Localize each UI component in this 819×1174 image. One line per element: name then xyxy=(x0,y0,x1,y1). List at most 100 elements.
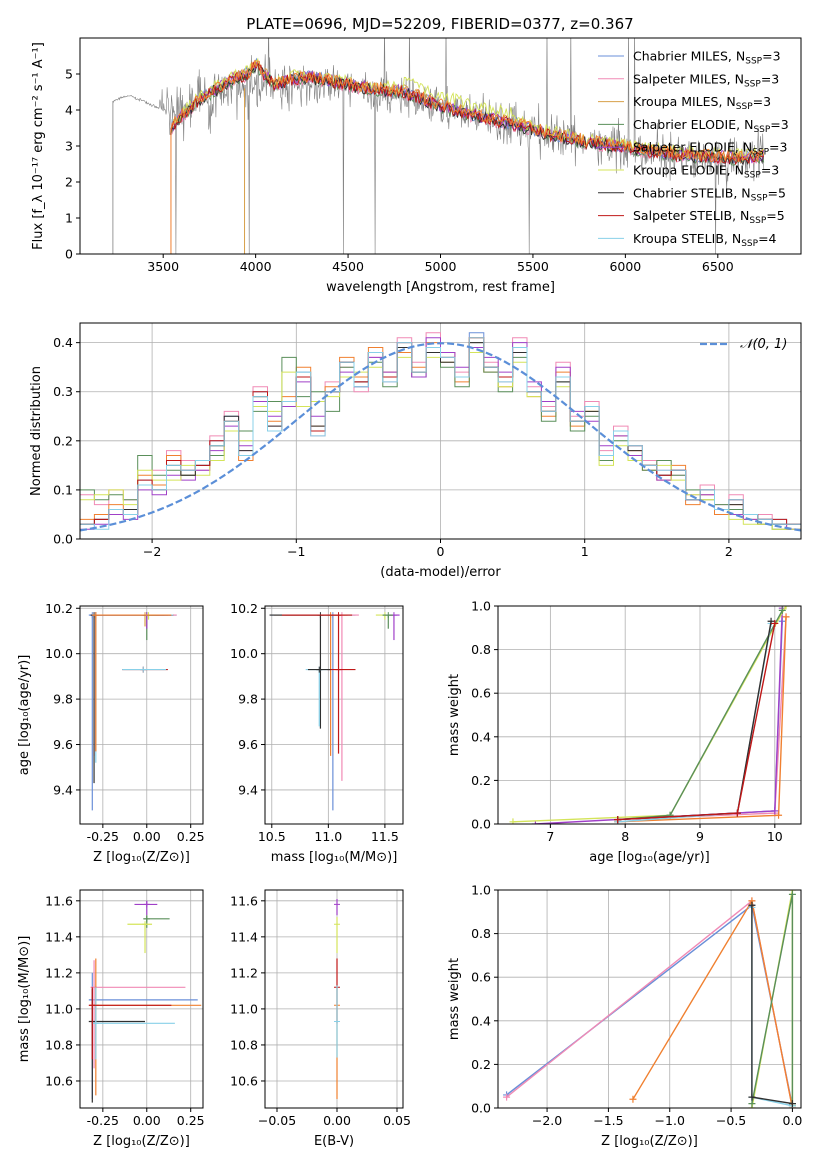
y-tick-label: 0.1 xyxy=(53,482,73,497)
y-tick-label: 11.2 xyxy=(45,965,73,980)
x-tick-label: 0.00 xyxy=(133,829,161,844)
y-tick-label: 0.2 xyxy=(471,773,491,788)
mass-weight-line xyxy=(617,616,787,823)
x-tick-label: −1 xyxy=(287,544,305,559)
x-tick-label: 10 xyxy=(767,829,783,844)
y-tick-label: 5 xyxy=(65,67,73,82)
y-tick-label: 11.6 xyxy=(230,893,258,908)
errorbar-marker xyxy=(143,901,150,908)
y-tick-label: 0.2 xyxy=(471,1057,491,1072)
x-tick-label: 3500 xyxy=(147,259,179,274)
errorbar-marker xyxy=(92,612,99,619)
y-tick-label: 10.6 xyxy=(230,1073,258,1088)
mass-weight-marker xyxy=(775,811,783,819)
x-tick-label: 6500 xyxy=(702,259,734,274)
panel-mw-vs-age: 7 8 9 10 0.0 0.2 0.4 0.6 0.8 1.0 age [log₁₀(age/yr… xyxy=(447,599,802,865)
y-tick-label: 9.4 xyxy=(238,782,258,797)
spectrum-model-line xyxy=(170,61,764,166)
x-tick-label: 2 xyxy=(725,544,733,559)
y-tick-label: 11.2 xyxy=(230,965,258,980)
y-tick-label: 0.0 xyxy=(53,532,73,547)
axes-frame xyxy=(497,605,802,825)
y-axis-label: mass weight xyxy=(447,958,462,1040)
x-tick-label: 0.25 xyxy=(177,1113,205,1128)
y-axis-label: mass weight xyxy=(447,674,462,756)
x-tick-label: −1.0 xyxy=(655,1113,685,1128)
mass-weight-marker xyxy=(788,890,796,898)
y-tick-label: 0.0 xyxy=(471,1101,491,1116)
gaussian-curve xyxy=(80,342,801,532)
panel-mass-vs-EBV: −0.05 0.00 0.05 10.6 10.8 11.0 11.2 11.4 11.6 E(B… xyxy=(230,889,411,1149)
mass-weight-marker xyxy=(509,818,517,824)
mass-weight-marker xyxy=(629,1095,637,1103)
y-tick-label: 10.8 xyxy=(230,1037,258,1052)
errorbar-marker xyxy=(334,921,340,928)
mass-weight-line xyxy=(617,616,787,821)
legend-label: Salpeter ELODIE, NSSP=3 xyxy=(633,140,787,158)
y-tick-label: 9.8 xyxy=(238,692,258,707)
errorbar-marker xyxy=(143,915,150,922)
mass-weight-marker xyxy=(748,901,756,909)
mass-weight-marker xyxy=(782,606,790,610)
axes-frame xyxy=(264,889,404,1109)
x-tick-label: 0.0 xyxy=(782,1113,802,1128)
x-axis-label: Z [log₁₀(Z/Z⊙)] xyxy=(93,1134,190,1149)
panel-age-vs-mass: 10.5 11.0 11.5 9.4 9.6 9.8 10.0 10.2 mass [log₁₀… xyxy=(230,601,404,865)
y-axis-label: Flux [f_λ 10⁻¹⁷ erg cm⁻² s⁻¹ A⁻¹] xyxy=(31,42,46,250)
legend-label: Chabrier MILES, NSSP=3 xyxy=(633,49,781,67)
y-tick-label: 0.3 xyxy=(53,384,73,399)
axes-frame xyxy=(79,889,204,1109)
x-axis-label: wavelength [Angstrom, rest frame] xyxy=(326,280,555,295)
panel-mw-vs-Z: −2.0 −1.5 −1.0 −0.5 0.0 0.0 0.2 0.4 0.6 0.8 1.0 Z [… xyxy=(447,883,802,1150)
figure-title: PLATE=0696, MJD=52209, FIBERID=0377, z=0… xyxy=(246,15,633,33)
y-tick-label: 0.6 xyxy=(471,686,491,701)
y-tick-label: 2 xyxy=(65,175,73,190)
y-tick-label: 3 xyxy=(65,139,73,154)
x-tick-label: 0.00 xyxy=(133,1113,161,1128)
y-tick-label: 0 xyxy=(65,247,73,262)
y-tick-label: 0.6 xyxy=(471,970,491,985)
x-tick-label: 7 xyxy=(546,829,554,844)
x-tick-label: 0.00 xyxy=(323,1113,351,1128)
y-tick-label: 9.4 xyxy=(53,782,73,797)
plot-area xyxy=(80,332,801,532)
mass-weight-marker xyxy=(748,1093,756,1101)
y-axis-label: mass [log₁₀(M/M⊙)] xyxy=(17,936,32,1063)
x-tick-label: 1 xyxy=(581,544,589,559)
y-tick-label: 4 xyxy=(65,103,73,118)
panel-mass-vs-Z: -0.25 0.00 0.25 10.6 10.8 11.0 11.2 11.4 11.6 Z [… xyxy=(17,889,205,1149)
y-tick-label: 0.8 xyxy=(471,642,491,657)
y-tick-label: 10.2 xyxy=(45,601,73,616)
axes-frame xyxy=(497,889,802,1109)
legend-label: Chabrier ELODIE, NSSP=3 xyxy=(633,117,789,135)
x-axis-label: Z [log₁₀(Z/Z⊙)] xyxy=(93,850,190,865)
y-tick-label: 11.4 xyxy=(45,929,73,944)
x-tick-label: 4500 xyxy=(332,259,364,274)
panel-residuals: −2 −1 0 1 2 0.0 0.1 0.2 0.3 0.4 (data-model)/error… xyxy=(29,322,802,580)
errorbar-marker xyxy=(334,901,340,908)
y-tick-label: 1.0 xyxy=(471,883,491,898)
plot-area xyxy=(503,890,796,1108)
x-axis-label: Z [log₁₀(Z/Z⊙)] xyxy=(601,1134,698,1149)
plot-area xyxy=(88,900,202,1103)
y-tick-label: 11.0 xyxy=(230,1001,258,1016)
x-tick-label: -0.25 xyxy=(87,829,119,844)
x-tick-label: −0.5 xyxy=(716,1113,746,1128)
x-axis-label: age [log₁₀(age/yr)] xyxy=(589,850,710,865)
errorbar-marker xyxy=(335,666,342,673)
panel-spectrum: 3500 4000 4500 5000 5500 6000 6500 0 1 2 3 4 5 wavele… xyxy=(31,37,802,295)
mass-weight-marker xyxy=(771,807,779,815)
mass-weight-marker xyxy=(503,1093,511,1101)
y-tick-label: 11.4 xyxy=(230,929,258,944)
mass-weight-line xyxy=(512,606,787,823)
y-tick-label: 10.0 xyxy=(230,646,258,661)
x-tick-label: 0.05 xyxy=(383,1113,411,1128)
y-axis-label: age [log₁₀(age/yr)] xyxy=(17,655,32,776)
y-tick-label: 0.4 xyxy=(53,335,73,350)
spectrum-legend: Chabrier MILES, NSSP=3 Salpeter MILES, NS… xyxy=(598,49,789,249)
mass-weight-marker xyxy=(733,809,741,817)
y-tick-label: 1 xyxy=(65,211,73,226)
y-tick-label: 10.8 xyxy=(45,1037,73,1052)
mass-weight-marker xyxy=(767,617,775,625)
